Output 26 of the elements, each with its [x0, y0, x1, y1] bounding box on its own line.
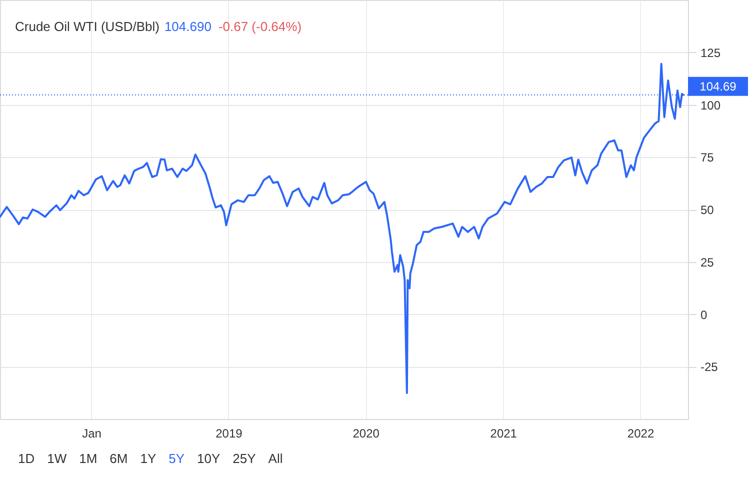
- text: 5Y: [168, 451, 185, 466]
- y-tick-label: 125: [700, 46, 721, 60]
- x-tick-label: 2020: [352, 426, 380, 440]
- y-tick-label: 50: [700, 203, 714, 217]
- x-tick-label: 2021: [490, 426, 518, 440]
- annotation: -0.67 (-0.64%): [218, 19, 302, 34]
- y-tick-label: -25: [700, 360, 718, 374]
- x-tick-label: Jan: [82, 426, 102, 440]
- text: 10Y: [197, 451, 220, 466]
- text: 1Y: [140, 451, 156, 466]
- text: 1D: [18, 451, 35, 466]
- x-tick-label: 2022: [627, 426, 654, 440]
- y-tick-label: 75: [700, 150, 714, 165]
- annotation: 104.690: [164, 19, 212, 34]
- ref-line-label: 104.69: [700, 79, 737, 94]
- text: 25Y: [232, 451, 256, 466]
- y-tick-label: 100: [700, 98, 721, 112]
- y-tick-label: 25: [700, 255, 714, 270]
- text: All: [268, 451, 283, 466]
- text: Crude Oil WTI (USD/Bbl): [15, 19, 160, 34]
- line-series: [0, 62, 684, 394]
- text: 6M: [110, 451, 128, 466]
- x-tick-label: 2019: [216, 426, 243, 440]
- text: 1M: [79, 451, 98, 466]
- text: 1W: [47, 451, 68, 466]
- y-tick-label: 0: [700, 308, 708, 322]
